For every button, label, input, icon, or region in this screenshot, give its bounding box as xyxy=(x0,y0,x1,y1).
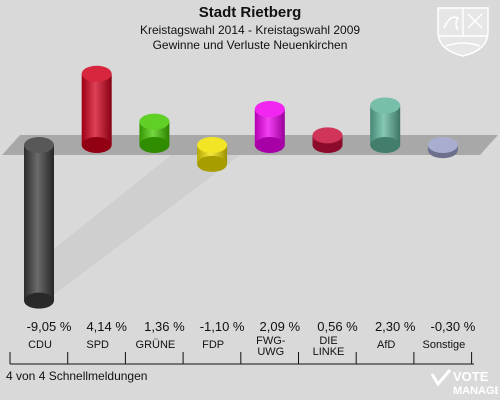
bar-afd xyxy=(370,97,401,153)
bar-bottom-cap xyxy=(24,292,54,309)
value-label: 2,09 % xyxy=(260,319,301,334)
value-label: -1,10 % xyxy=(200,319,245,334)
footer-note: 4 von 4 Schnellmeldungen xyxy=(6,369,148,383)
bar-fdp xyxy=(197,137,228,172)
bar-body xyxy=(81,73,112,145)
value-label: 1,36 % xyxy=(144,319,185,334)
coat-of-arms-icon xyxy=(437,7,489,57)
bar-sonstige xyxy=(427,137,458,159)
category-label: SPD xyxy=(86,339,109,351)
category-label: Sonstige xyxy=(422,339,465,351)
value-label: 2,30 % xyxy=(375,319,416,334)
bar-top-cap xyxy=(24,137,54,153)
category-label: DIE xyxy=(319,335,337,347)
bar-top-cap xyxy=(312,127,343,144)
bar-bottom-cap xyxy=(370,137,401,153)
bar-top-cap xyxy=(427,137,458,153)
bar-top-cap xyxy=(197,137,228,153)
bar-top-cap xyxy=(370,97,401,114)
watermark-line1: VOTE xyxy=(453,369,489,384)
category-label: LINKE xyxy=(313,346,345,358)
category-label: FWG- xyxy=(256,335,286,347)
bar-top-cap xyxy=(81,65,112,82)
chart-shadow xyxy=(40,140,260,305)
chart-subtitle: Kreistagswahl 2014 - Kreistagswahl 2009 xyxy=(139,23,361,37)
watermark-line2: MANAGER xyxy=(453,385,498,397)
chart-title: Stadt Rietberg xyxy=(198,4,302,21)
bar-die-linke xyxy=(312,127,343,153)
category-label: FDP xyxy=(202,339,224,351)
bar-bottom-cap xyxy=(139,137,170,153)
value-label: 0,56 % xyxy=(317,319,358,334)
bar-gr-ne xyxy=(139,113,170,153)
bar-bottom-cap xyxy=(81,137,112,153)
category-label: UWG xyxy=(257,346,284,358)
vote-manager-logo: VOTE MANAGER xyxy=(430,369,498,397)
value-label: 4,14 % xyxy=(86,319,127,334)
bar-bottom-cap xyxy=(197,155,228,172)
bar-top-cap xyxy=(139,113,170,130)
category-label: AfD xyxy=(377,339,395,351)
value-label: -9,05 % xyxy=(27,319,72,334)
zero-baseline-band xyxy=(2,135,498,155)
chart-subtitle-2: Gewinne und Verluste Neuenkirchen xyxy=(152,38,348,52)
bar-top-cap xyxy=(254,101,285,118)
bar-fwg-uwg xyxy=(254,101,285,153)
bar-spd xyxy=(81,65,112,153)
category-label: CDU xyxy=(28,339,52,351)
bar-body xyxy=(24,145,54,301)
category-label: GRÜNE xyxy=(136,339,176,351)
bar-cdu xyxy=(24,137,54,309)
bar-bottom-cap xyxy=(254,137,285,153)
value-label: -0,30 % xyxy=(430,319,475,334)
